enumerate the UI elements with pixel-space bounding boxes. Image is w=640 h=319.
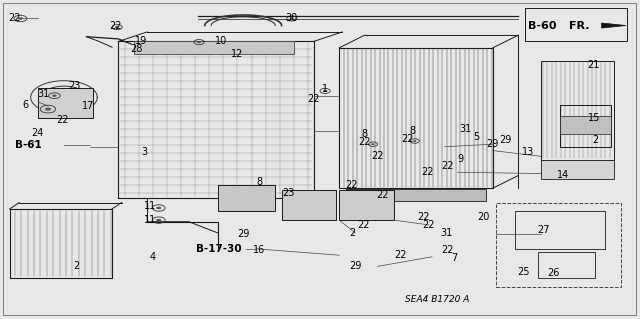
Text: 19: 19	[134, 36, 147, 47]
Text: 22: 22	[8, 12, 20, 23]
Text: 8: 8	[257, 177, 263, 187]
Bar	[541, 160, 614, 179]
Bar	[541, 61, 614, 160]
Bar	[496, 203, 621, 287]
Circle shape	[45, 108, 51, 111]
Text: 11: 11	[144, 201, 157, 211]
Text: 2: 2	[74, 261, 80, 271]
Circle shape	[323, 90, 327, 92]
Text: 23: 23	[282, 188, 294, 198]
Text: 12: 12	[230, 49, 243, 59]
Text: 30: 30	[285, 12, 298, 23]
Circle shape	[371, 143, 375, 145]
Text: 22: 22	[376, 189, 388, 200]
Text: 8: 8	[362, 129, 368, 139]
Text: 22: 22	[421, 167, 434, 177]
Text: 29: 29	[486, 139, 499, 149]
Text: 29: 29	[237, 228, 250, 239]
Text: 17: 17	[82, 101, 95, 111]
Text: SEA4 B1720 A: SEA4 B1720 A	[405, 295, 469, 304]
Text: 21: 21	[588, 60, 600, 70]
Text: B-61: B-61	[15, 140, 42, 150]
Circle shape	[156, 207, 161, 209]
Bar	[339, 190, 394, 220]
Text: 28: 28	[130, 44, 143, 55]
Text: 4: 4	[149, 252, 156, 262]
Bar	[10, 209, 112, 278]
Text: 22: 22	[109, 20, 122, 31]
Text: 20: 20	[477, 212, 490, 222]
Text: 31: 31	[460, 124, 472, 134]
Text: 23: 23	[68, 81, 81, 91]
Bar	[218, 185, 275, 211]
Text: 22: 22	[422, 220, 435, 230]
Text: 3: 3	[141, 146, 147, 157]
Text: 22: 22	[371, 151, 384, 161]
Text: 14: 14	[557, 170, 570, 181]
Circle shape	[156, 219, 161, 221]
Text: 31: 31	[37, 89, 50, 99]
Text: 10: 10	[214, 36, 227, 47]
Text: B-60: B-60	[529, 20, 557, 31]
Text: 24: 24	[31, 128, 44, 138]
Text: 9: 9	[458, 154, 464, 165]
Text: 13: 13	[522, 146, 534, 157]
Text: 22: 22	[346, 180, 358, 190]
Text: 22: 22	[401, 134, 413, 144]
Bar	[339, 48, 493, 188]
Text: 26: 26	[547, 268, 560, 278]
Text: 5: 5	[474, 132, 480, 142]
Circle shape	[290, 18, 294, 19]
Circle shape	[115, 26, 119, 28]
Text: FR.: FR.	[569, 20, 589, 31]
Circle shape	[413, 140, 417, 142]
Bar	[515, 211, 605, 249]
Text: 29: 29	[349, 261, 362, 271]
Text: 22: 22	[394, 249, 407, 260]
Text: 27: 27	[538, 225, 550, 235]
Text: 7: 7	[451, 253, 458, 263]
Text: 22: 22	[442, 161, 454, 171]
Text: 15: 15	[588, 113, 600, 123]
Bar	[560, 105, 611, 147]
Text: 6: 6	[22, 100, 29, 110]
Text: 31: 31	[440, 228, 453, 238]
Bar	[538, 252, 595, 278]
Bar	[346, 189, 486, 201]
Text: 22: 22	[442, 245, 454, 256]
Bar	[525, 8, 627, 41]
Bar	[282, 190, 336, 220]
Text: 22: 22	[56, 115, 68, 125]
Text: 8: 8	[410, 126, 416, 136]
Circle shape	[18, 17, 23, 20]
Circle shape	[52, 94, 57, 97]
Circle shape	[197, 41, 201, 43]
Text: 29: 29	[499, 135, 512, 145]
Bar	[134, 41, 294, 54]
Bar	[560, 116, 611, 134]
Polygon shape	[602, 23, 626, 28]
Text: B-17-30: B-17-30	[196, 244, 242, 255]
Text: 22: 22	[307, 94, 320, 104]
Text: 2: 2	[349, 228, 355, 238]
Bar	[38, 88, 93, 118]
Text: 22: 22	[417, 212, 430, 222]
Text: 22: 22	[357, 220, 370, 230]
Text: 16: 16	[253, 245, 266, 256]
Text: 2: 2	[592, 135, 598, 145]
Text: 1: 1	[322, 84, 328, 94]
Text: 22: 22	[358, 137, 371, 147]
Text: 11: 11	[144, 215, 157, 225]
Text: 25: 25	[517, 267, 530, 277]
